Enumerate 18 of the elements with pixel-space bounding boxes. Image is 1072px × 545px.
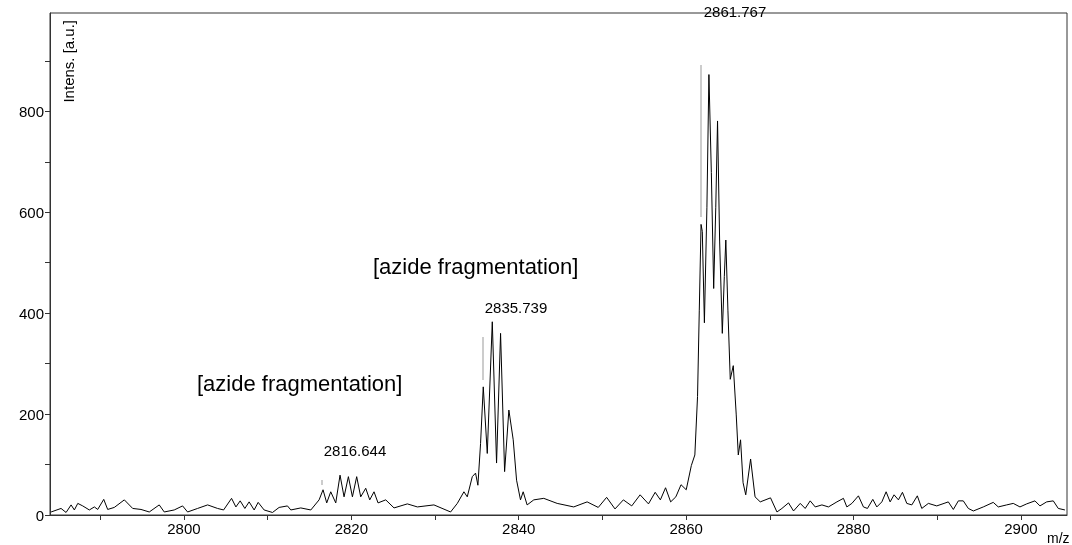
x-tick-label: 2840 (502, 520, 536, 537)
annotation: 2835.739 (484, 299, 548, 316)
x-tick-label: 2800 (167, 520, 201, 537)
y-tick-label: 400 (18, 304, 44, 322)
x-tick-label: 2860 (669, 520, 703, 537)
y-tick-label: 600 (18, 203, 44, 221)
annotation: 2861.767 (703, 3, 767, 20)
x-tick-label: 2820 (334, 520, 369, 537)
x-axis-title: m/z (1047, 530, 1070, 545)
annotation: [azide fragmentation] (197, 370, 403, 396)
x-tick-label: 2900 (1004, 520, 1038, 537)
y-tick-label: 800 (18, 102, 44, 120)
y-tick-label: 200 (18, 405, 44, 423)
annotation: 2816.644 (323, 442, 387, 459)
x-tick-label: 2880 (836, 520, 871, 537)
y-axis-title: Intens. [a.u.] (60, 19, 77, 103)
annotation: [azide fragmentation] (373, 253, 579, 279)
y-tick-label: 0 (35, 506, 44, 524)
